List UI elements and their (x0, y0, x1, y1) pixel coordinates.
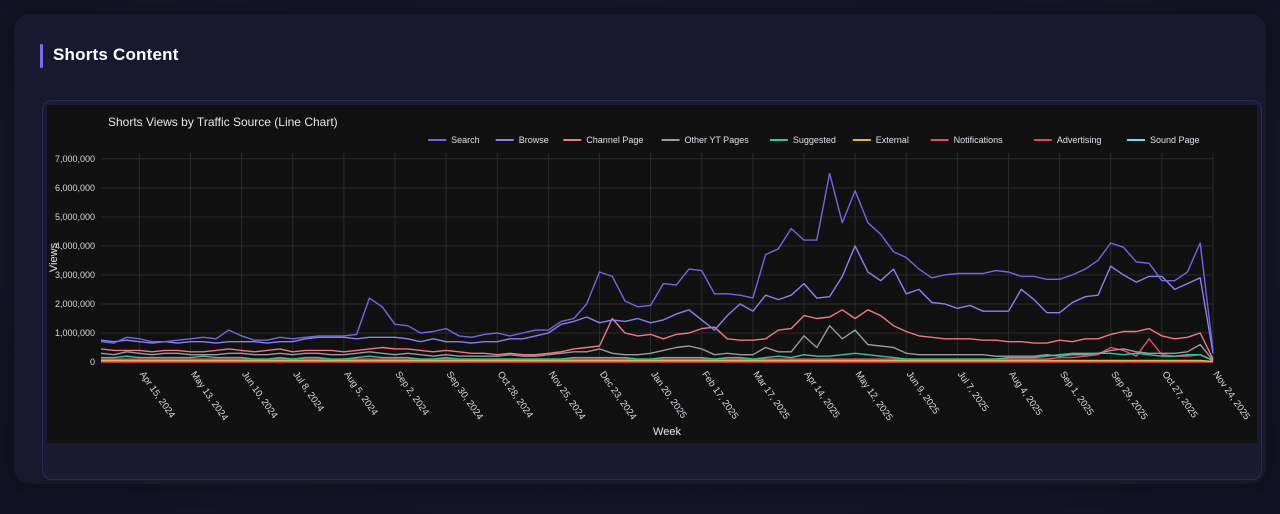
legend-item-suggested[interactable]: Suggested (769, 135, 836, 145)
legend-label: Channel Page (586, 135, 643, 145)
x-axis-label: Week (653, 426, 681, 438)
plot-background (47, 105, 1257, 443)
chart-title: Shorts Views by Traffic Source (Line Cha… (108, 115, 338, 129)
legend-label: Search (451, 135, 480, 145)
y-tick-label: 7,000,000 (55, 154, 95, 164)
y-tick-label: 3,000,000 (55, 270, 95, 280)
legend-label: Notifications (954, 135, 1004, 145)
grid (101, 153, 1214, 363)
legend-label: Advertising (1057, 135, 1102, 145)
legend: Search Browse Channel Page Other YT Pages Su… (428, 135, 1200, 145)
y-tick-label: 0 (90, 357, 95, 367)
legend-item-sound-page[interactable]: Sound Page (1127, 135, 1200, 145)
series-lines (100, 172, 1214, 363)
y-axis-ticks: 0 1,000,000 2,000,000 3,000,000 4,000,000 5,0… (55, 154, 95, 367)
legend-item-search[interactable]: Search (428, 135, 480, 145)
series-line-other-yt-pages (100, 324, 1214, 361)
series-line-external (101, 359, 1214, 363)
y-tick-label: 1,000,000 (55, 328, 95, 338)
legend-item-external[interactable]: External (852, 135, 909, 145)
series-line-channel-page (100, 309, 1214, 360)
legend-label: Browse (519, 135, 549, 145)
line-chart: 0 1,000,000 2,000,000 3,000,000 4,000,000 5,0… (47, 105, 1257, 443)
section-title-accent (40, 44, 43, 68)
legend-item-browse[interactable]: Browse (495, 135, 549, 145)
y-axis-label: Views (48, 242, 60, 272)
legend-item-other-yt-pages[interactable]: Other YT Pages (661, 135, 750, 145)
y-tick-label: 6,000,000 (55, 183, 95, 193)
legend-label: Other YT Pages (685, 135, 750, 145)
legend-label: External (876, 135, 909, 145)
legend-item-advertising[interactable]: Advertising (1033, 135, 1102, 145)
legend-label: Suggested (793, 135, 836, 145)
chart-card: 0 1,000,000 2,000,000 3,000,000 4,000,000 5,0… (42, 100, 1262, 480)
series-line-suggested (101, 352, 1214, 362)
series-line-search (100, 172, 1214, 351)
y-tick-label: 5,000,000 (55, 212, 95, 222)
series-line-notifications (101, 338, 1214, 362)
legend-item-notifications[interactable]: Notifications (930, 135, 1004, 145)
y-tick-label: 2,000,000 (55, 299, 95, 309)
legend-label: Sound Page (1150, 135, 1200, 145)
series-line-browse (100, 245, 1214, 354)
legend-item-channel-page[interactable]: Channel Page (563, 135, 643, 145)
y-tick-label: 4,000,000 (55, 241, 95, 251)
section-title: Shorts Content (53, 45, 179, 64)
